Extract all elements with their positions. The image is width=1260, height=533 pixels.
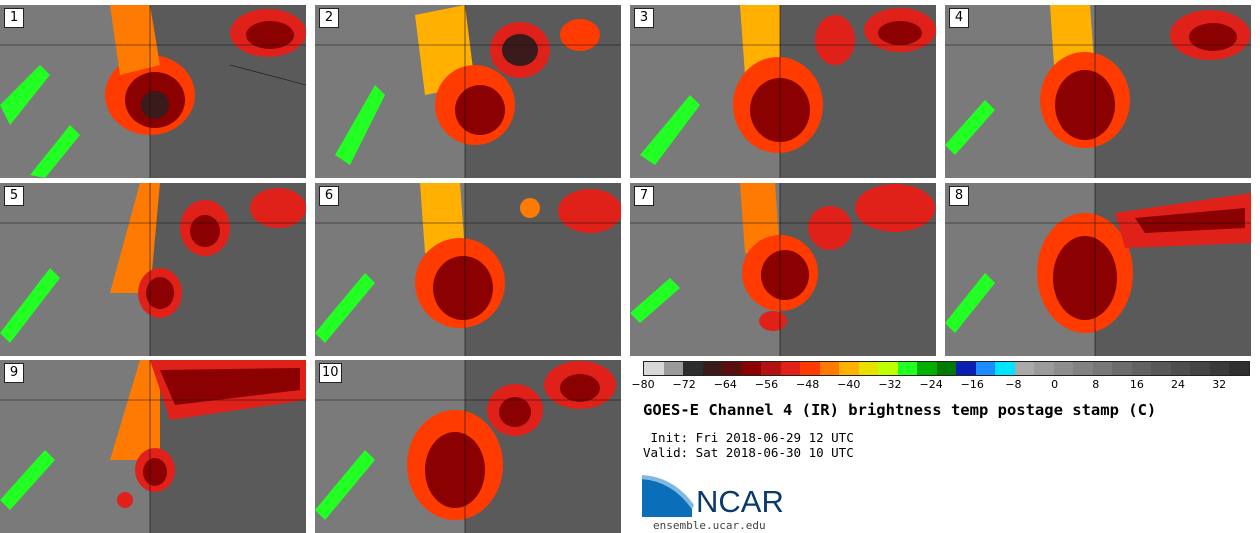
colorbar-tick-label: −32 — [878, 378, 902, 391]
colorbar-swatch — [897, 362, 918, 375]
panel-label: 6 — [319, 186, 339, 206]
colorbar-swatch — [1014, 362, 1035, 375]
map-panel-5: 5 — [0, 183, 306, 356]
map-panel-6: 6 — [315, 183, 621, 356]
ensemble-url: ensemble.ucar.edu — [653, 519, 766, 532]
colorbar-swatch — [1053, 362, 1074, 375]
map-panel-10: 10 — [315, 360, 621, 533]
colorbar-swatch — [780, 362, 801, 375]
colorbar-swatch — [1229, 362, 1249, 375]
panel-label: 5 — [4, 186, 24, 206]
colorbar-swatch — [839, 362, 859, 375]
map-panel-7: 7 — [630, 183, 936, 356]
ncar-logo-text: NCAR — [696, 484, 784, 519]
colorbar-swatch — [761, 362, 781, 375]
panel-label: 2 — [319, 8, 339, 28]
colorbar-swatch — [663, 362, 684, 375]
colorbar-swatch — [741, 362, 762, 375]
ir-map-3 — [630, 5, 936, 178]
colorbar-swatch — [917, 362, 937, 375]
colorbar-tick-label: −16 — [960, 378, 984, 391]
colorbar-swatch — [800, 362, 820, 375]
figure-title: GOES-E Channel 4 (IR) brightness temp po… — [643, 401, 1157, 419]
colorbar-tick-label: 32 — [1212, 378, 1227, 391]
colorbar-swatch — [1073, 362, 1093, 375]
colorbar-tick-label: −80 — [631, 378, 655, 391]
colorbar-swatch — [1092, 362, 1113, 375]
colorbar-swatch — [878, 362, 898, 375]
ir-map-6 — [315, 183, 621, 356]
map-panel-2: 2 — [315, 5, 621, 178]
colorbar-swatch — [702, 362, 723, 375]
colorbar-swatch — [1151, 362, 1171, 375]
ir-map-1 — [0, 5, 306, 178]
colorbar-tick-label: 8 — [1092, 378, 1100, 391]
colorbar-swatch — [1190, 362, 1210, 375]
panel-label: 10 — [319, 363, 342, 383]
colorbar-tick-label: 16 — [1129, 378, 1144, 391]
colorbar-swatch — [644, 362, 664, 375]
ir-map-2 — [315, 5, 621, 178]
map-panel-9: 9 — [0, 360, 306, 533]
colorbar-ticks: −80 −72 −64 −56 −48 −40 −32 −24 −16 −8 0 8 16 24 32 — [631, 378, 1248, 392]
colorbar-swatch — [1112, 362, 1132, 375]
colorbar-tick-label: −24 — [919, 378, 943, 391]
valid-time: Valid: Sat 2018-06-30 10 UTC — [643, 445, 854, 460]
colorbar-tick-label: −40 — [837, 378, 861, 391]
panel-label: 3 — [634, 8, 654, 28]
colorbar-tick-label: −8 — [1005, 378, 1022, 391]
ir-map-10 — [315, 360, 621, 533]
panel-label: 7 — [634, 186, 654, 206]
ir-map-5 — [0, 183, 306, 356]
colorbar-swatch — [956, 362, 976, 375]
ir-map-4 — [945, 5, 1251, 178]
ir-map-9 — [0, 360, 306, 533]
panel-label: 1 — [4, 8, 24, 28]
ir-map-7 — [630, 183, 936, 356]
colorbar-swatch — [975, 362, 996, 375]
colorbar-swatch — [1131, 362, 1152, 375]
colorbar-swatch — [936, 362, 957, 375]
map-panel-8: 8 — [945, 183, 1251, 356]
colorbar-tick-label: −64 — [713, 378, 737, 391]
colorbar-tick-label: 24 — [1171, 378, 1186, 391]
colorbar-tick-label: −48 — [796, 378, 820, 391]
map-panel-3: 3 — [630, 5, 936, 178]
panel-label: 8 — [949, 186, 969, 206]
colorbar-swatch — [819, 362, 840, 375]
colorbar-swatch — [683, 362, 703, 375]
colorbar-tick-label: −72 — [672, 378, 696, 391]
colorbar-swatch — [858, 362, 879, 375]
init-time: Init: Fri 2018-06-29 12 UTC — [643, 430, 854, 445]
ir-map-8 — [945, 183, 1251, 356]
colorbar — [643, 361, 1250, 376]
colorbar-swatch — [1209, 362, 1230, 375]
colorbar-swatch — [1170, 362, 1191, 375]
map-panel-4: 4 — [945, 5, 1251, 178]
colorbar-swatch — [722, 362, 742, 375]
colorbar-tick-label: −56 — [754, 378, 779, 391]
colorbar-swatch — [1034, 362, 1054, 375]
map-panel-1: 1 — [0, 5, 306, 178]
ncar-logo-icon — [642, 475, 694, 517]
colorbar-swatch — [995, 362, 1015, 375]
colorbar-tick-label: 0 — [1051, 378, 1059, 391]
panel-label: 4 — [949, 8, 969, 28]
panel-label: 9 — [4, 363, 24, 383]
